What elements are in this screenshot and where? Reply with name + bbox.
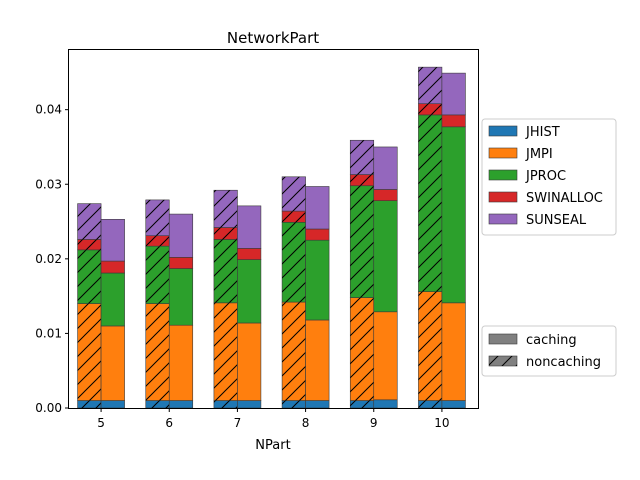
bar-caching-swinalloc-10 (441, 114, 466, 128)
bar-caching-jhist-6 (168, 400, 194, 409)
bar-caching-jhist-7 (237, 400, 262, 409)
legend-patterns: caching noncaching (481, 325, 617, 377)
legend-swatch-sunseal (488, 213, 518, 225)
hatch-noncaching-sunseal-8 (282, 176, 306, 212)
y-tick-label-1: 0.01 (35, 326, 62, 340)
hatch-noncaching-sunseal-10 (418, 67, 442, 104)
bar-caching-swinalloc-6 (168, 257, 194, 269)
hatch-noncaching-sunseal-7 (213, 190, 238, 228)
y-tick-label-3: 0.03 (35, 177, 62, 191)
bar-caching-jmpi-9 (373, 311, 398, 401)
hatch-noncaching-jhist-10 (418, 400, 442, 408)
bar-caching-swinalloc-5 (100, 260, 125, 274)
x-tick-label-10: 10 (434, 416, 449, 430)
hatch-noncaching-jmpi-10 (418, 291, 442, 401)
legend-pattern-label-noncaching: noncaching (526, 355, 601, 370)
x-tick-label-7: 7 (234, 416, 242, 430)
x-axis: 5 6 7 8 9 10 (97, 408, 450, 430)
legend-label-sunseal: SUNSEAL (526, 213, 587, 228)
bar-caching-jproc-9 (373, 200, 398, 313)
bar-caching-jmpi-5 (100, 325, 125, 401)
hatch-noncaching-jmpi-5 (77, 303, 102, 401)
legend-swatch-jproc (488, 169, 518, 181)
plot-frame (68, 49, 479, 409)
y-tick-label-4: 0.04 (35, 103, 62, 117)
hatch-noncaching-sunseal-9 (350, 140, 374, 175)
hatch-noncaching-jmpi-8 (282, 302, 306, 401)
bar-caching-jhist-8 (305, 400, 330, 409)
hatch-noncaching-swinalloc-5 (77, 239, 102, 250)
bar-caching-sunseal-7 (237, 205, 262, 249)
y-tick-label-2: 0.02 (35, 252, 62, 266)
hatch-noncaching-jproc-9 (350, 185, 374, 298)
x-tick-label-5: 5 (97, 416, 105, 430)
bar-caching-jproc-10 (441, 126, 466, 304)
hatch-noncaching-jproc-8 (282, 222, 306, 303)
hatch-noncaching-jhist-6 (145, 400, 170, 408)
legend-swatch-swinalloc (488, 191, 518, 203)
x-tick-label-9: 9 (370, 416, 378, 430)
hatch-noncaching-sunseal-6 (145, 199, 170, 236)
hatch-noncaching-jproc-5 (77, 249, 102, 304)
y-axis: 0.00 0.01 0.02 0.03 0.04 (35, 103, 69, 415)
bar-caching-swinalloc-7 (237, 248, 262, 260)
bar-caching-jhist-10 (441, 400, 466, 409)
legend-pattern-label-caching: caching (526, 333, 577, 348)
bar-caching-sunseal-9 (373, 146, 398, 190)
legend-pattern-hatch-noncaching (489, 356, 517, 366)
bar-caching-sunseal-5 (100, 219, 125, 262)
bar-caching-swinalloc-9 (373, 189, 398, 201)
x-tick-label-6: 6 (165, 416, 173, 430)
bar-caching-jmpi-10 (441, 302, 466, 401)
hatch-noncaching-swinalloc-9 (350, 174, 374, 186)
bar-caching-sunseal-8 (305, 186, 330, 230)
hatch-noncaching-swinalloc-8 (282, 211, 306, 223)
legend-label-jproc: JPROC (525, 169, 566, 184)
legend-label-swinalloc: SWINALLOC (526, 191, 603, 206)
x-axis-label: NPart (255, 438, 290, 453)
bar-caching-jmpi-6 (168, 324, 194, 401)
hatch-noncaching-jproc-10 (418, 114, 442, 292)
legend-series: JHIST JMPI JPROC SWINALLOC SUNSEAL (481, 118, 617, 236)
hatch-noncaching-jhist-5 (77, 400, 102, 408)
legend-label-jhist: JHIST (525, 125, 560, 140)
x-tick-label-8: 8 (302, 416, 310, 430)
bar-caching-sunseal-6 (168, 213, 194, 258)
chart-title: NetworkPart (227, 29, 319, 47)
bar-caching-jproc-6 (168, 268, 194, 326)
hatch-noncaching-jmpi-9 (350, 297, 374, 401)
hatch-noncaching-sunseal-5 (77, 203, 102, 240)
hatch-noncaching-swinalloc-6 (145, 235, 170, 247)
bar-caching-jproc-5 (100, 272, 125, 327)
hatch-noncaching-swinalloc-10 (418, 103, 442, 115)
y-tick-label-0: 0.00 (35, 401, 62, 415)
legend-pattern-swatch-caching (488, 333, 518, 345)
hatch-noncaching-jhist-7 (213, 400, 238, 408)
legend-swatch-jmpi (488, 147, 518, 159)
bar-caching-jproc-7 (237, 259, 262, 324)
bar-caching-jhist-5 (100, 400, 125, 409)
hatch-noncaching-swinalloc-7 (213, 227, 238, 240)
bar-caching-swinalloc-8 (305, 228, 330, 241)
bars-layer (77, 66, 466, 409)
bar-caching-jmpi-7 (237, 322, 262, 401)
bar-caching-jhist-9 (373, 399, 398, 409)
hatch-noncaching-jproc-7 (213, 239, 238, 303)
bar-caching-sunseal-10 (441, 72, 466, 116)
legend-swatch-jhist (488, 125, 518, 137)
bar-caching-jproc-8 (305, 239, 330, 321)
hatch-noncaching-jproc-6 (145, 246, 170, 304)
legend-label-jmpi: JMPI (525, 147, 553, 162)
hatch-noncaching-jmpi-6 (145, 303, 170, 401)
hatch-noncaching-jhist-9 (350, 400, 374, 408)
hatch-noncaching-jhist-8 (282, 400, 306, 408)
bar-caching-jmpi-8 (305, 319, 330, 401)
hatch-noncaching-jmpi-7 (213, 302, 238, 401)
